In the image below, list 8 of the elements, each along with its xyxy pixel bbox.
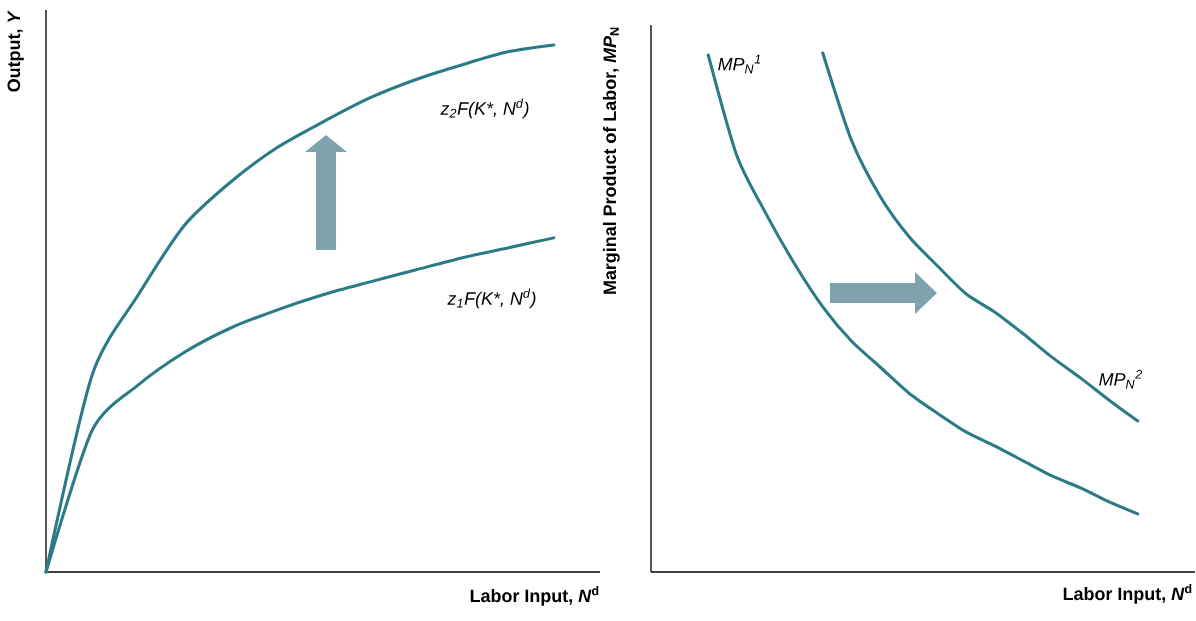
series-label: MP$_{N}$2: [1099, 369, 1143, 389]
series-label: z$_{2}$F(K*, N$^{d}$): [440, 98, 529, 119]
series-label: z$_{1}$F(K*, N$^{d}$): [447, 288, 536, 309]
x-axis-title: Labor Input, N$^{d}$: [1063, 583, 1192, 604]
x-axis-title: Labor Input, N$^{d}$: [470, 585, 599, 606]
series-label: MP$_{N}$1: [718, 54, 761, 74]
y-axis-title: Output, Y: [7, 10, 24, 92]
y-axis-title: Marginal Product of Labor, MP$_{N}$: [602, 27, 620, 294]
